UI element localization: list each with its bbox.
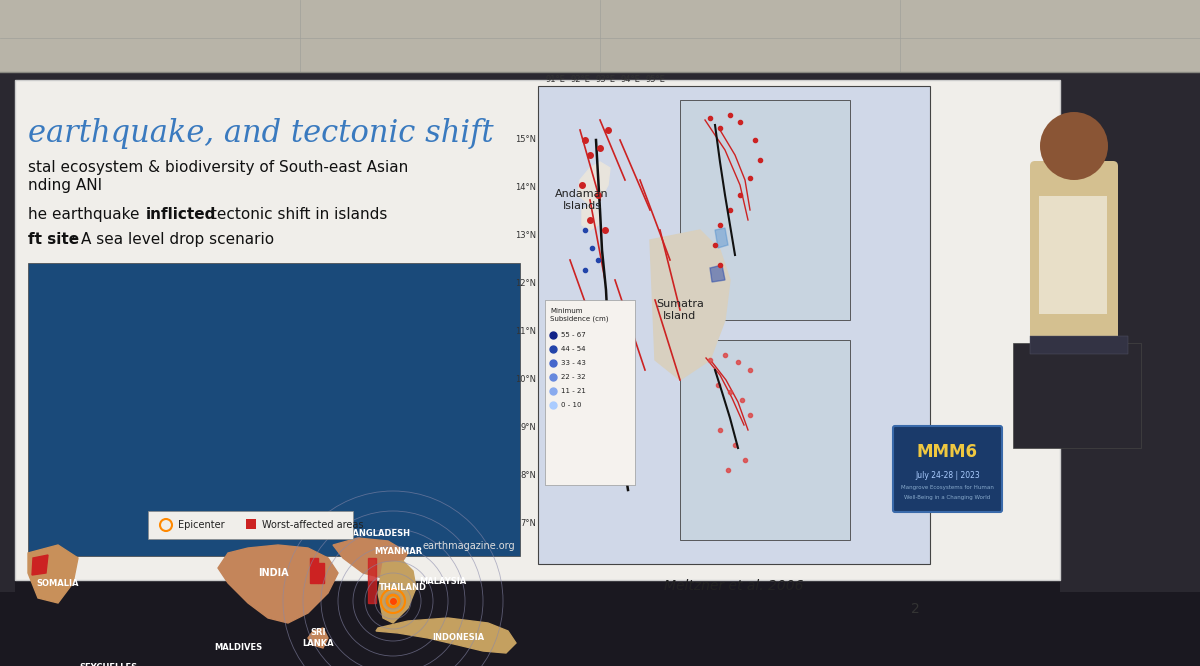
Text: MYANMAR: MYANMAR <box>374 547 422 555</box>
Text: 7°N: 7°N <box>520 519 536 529</box>
Text: INDIA: INDIA <box>258 568 288 578</box>
Text: 92°E: 92°E <box>570 75 590 84</box>
Polygon shape <box>310 558 318 583</box>
Text: earthquake, and tectonic shift: earthquake, and tectonic shift <box>28 118 493 149</box>
Text: he earthquake: he earthquake <box>28 207 144 222</box>
Text: MALDIVES: MALDIVES <box>214 643 262 653</box>
FancyBboxPatch shape <box>148 511 353 539</box>
Text: Minimum
Subsidence (cm): Minimum Subsidence (cm) <box>550 308 608 322</box>
Text: 10°N: 10°N <box>515 376 536 384</box>
Polygon shape <box>715 228 728 248</box>
FancyBboxPatch shape <box>246 519 256 529</box>
FancyBboxPatch shape <box>545 300 635 485</box>
FancyBboxPatch shape <box>680 100 850 320</box>
Text: inflicted: inflicted <box>146 207 216 222</box>
Text: ft site: ft site <box>28 232 79 247</box>
Polygon shape <box>650 230 730 380</box>
FancyBboxPatch shape <box>680 340 850 540</box>
Text: Worst-affected areas: Worst-affected areas <box>262 520 364 530</box>
FancyBboxPatch shape <box>0 578 1200 666</box>
FancyBboxPatch shape <box>0 72 14 592</box>
Polygon shape <box>588 315 608 348</box>
Text: 91°E: 91°E <box>545 75 565 84</box>
Text: MMM6: MMM6 <box>917 443 978 461</box>
Polygon shape <box>368 558 376 603</box>
Text: INDONESIA: INDONESIA <box>432 633 484 643</box>
Text: Meltzner et al. 2006: Meltzner et al. 2006 <box>665 579 804 593</box>
Polygon shape <box>218 545 338 623</box>
Polygon shape <box>710 265 725 282</box>
Text: 9°N: 9°N <box>521 424 536 432</box>
Text: SRI
LANKA: SRI LANKA <box>302 628 334 648</box>
Text: 11 - 21: 11 - 21 <box>562 388 586 394</box>
Text: 44 - 54: 44 - 54 <box>562 346 586 352</box>
Text: 95°E: 95°E <box>646 75 665 84</box>
FancyBboxPatch shape <box>1013 343 1141 448</box>
Text: Nicobar
Islands: Nicobar Islands <box>560 329 604 351</box>
FancyBboxPatch shape <box>0 0 1200 72</box>
Text: MALAYSIA: MALAYSIA <box>419 577 467 585</box>
Text: Andaman
Islands: Andaman Islands <box>556 189 608 211</box>
FancyBboxPatch shape <box>893 426 1002 512</box>
Text: 13°N: 13°N <box>515 232 536 240</box>
Text: Epicenter: Epicenter <box>178 520 224 530</box>
Text: THAILAND: THAILAND <box>379 583 427 593</box>
Text: 2: 2 <box>911 602 920 616</box>
Text: SEYCHELLES: SEYCHELLES <box>79 663 137 666</box>
Polygon shape <box>578 162 610 205</box>
Text: 8°N: 8°N <box>520 472 536 480</box>
Polygon shape <box>32 555 48 575</box>
Text: 22 - 32: 22 - 32 <box>562 374 586 380</box>
Text: SOMALIA: SOMALIA <box>37 579 79 587</box>
Text: Sumatra
Island: Sumatra Island <box>656 299 704 321</box>
Text: stal ecosystem & biodiversity of South-east Asian: stal ecosystem & biodiversity of South-e… <box>28 160 408 175</box>
Text: 93°E: 93°E <box>595 75 616 84</box>
Text: 11°N: 11°N <box>515 328 536 336</box>
Text: 14°N: 14°N <box>515 184 536 192</box>
Polygon shape <box>318 563 324 583</box>
Polygon shape <box>582 205 600 230</box>
FancyBboxPatch shape <box>1030 161 1118 346</box>
Text: : A sea level drop scenario: : A sea level drop scenario <box>71 232 274 247</box>
Polygon shape <box>378 561 416 623</box>
Text: July 24-28 | 2023: July 24-28 | 2023 <box>916 472 980 480</box>
FancyBboxPatch shape <box>538 86 930 564</box>
Polygon shape <box>28 545 78 603</box>
FancyBboxPatch shape <box>1060 72 1200 592</box>
Text: 94°E: 94°E <box>620 75 640 84</box>
Polygon shape <box>308 628 328 648</box>
Circle shape <box>1040 112 1108 180</box>
Text: Well-Being in a Changing World: Well-Being in a Changing World <box>905 496 991 501</box>
Text: Mangrove Ecosystems for Human: Mangrove Ecosystems for Human <box>901 486 994 490</box>
Text: 33 - 43: 33 - 43 <box>562 360 586 366</box>
Text: 15°N: 15°N <box>515 135 536 145</box>
Text: nding ANI: nding ANI <box>28 178 102 193</box>
Text: 55 - 67: 55 - 67 <box>562 332 586 338</box>
FancyBboxPatch shape <box>1039 196 1108 314</box>
FancyBboxPatch shape <box>14 80 1060 580</box>
Text: earthmagazine.org: earthmagazine.org <box>422 541 515 551</box>
Text: 0 - 10: 0 - 10 <box>562 402 582 408</box>
FancyBboxPatch shape <box>1030 336 1128 354</box>
Polygon shape <box>334 538 408 578</box>
Polygon shape <box>376 618 516 653</box>
FancyBboxPatch shape <box>28 263 520 556</box>
Text: BANGLADESH: BANGLADESH <box>346 529 410 537</box>
Text: tectonic shift in islands: tectonic shift in islands <box>206 207 388 222</box>
Text: 12°N: 12°N <box>515 280 536 288</box>
